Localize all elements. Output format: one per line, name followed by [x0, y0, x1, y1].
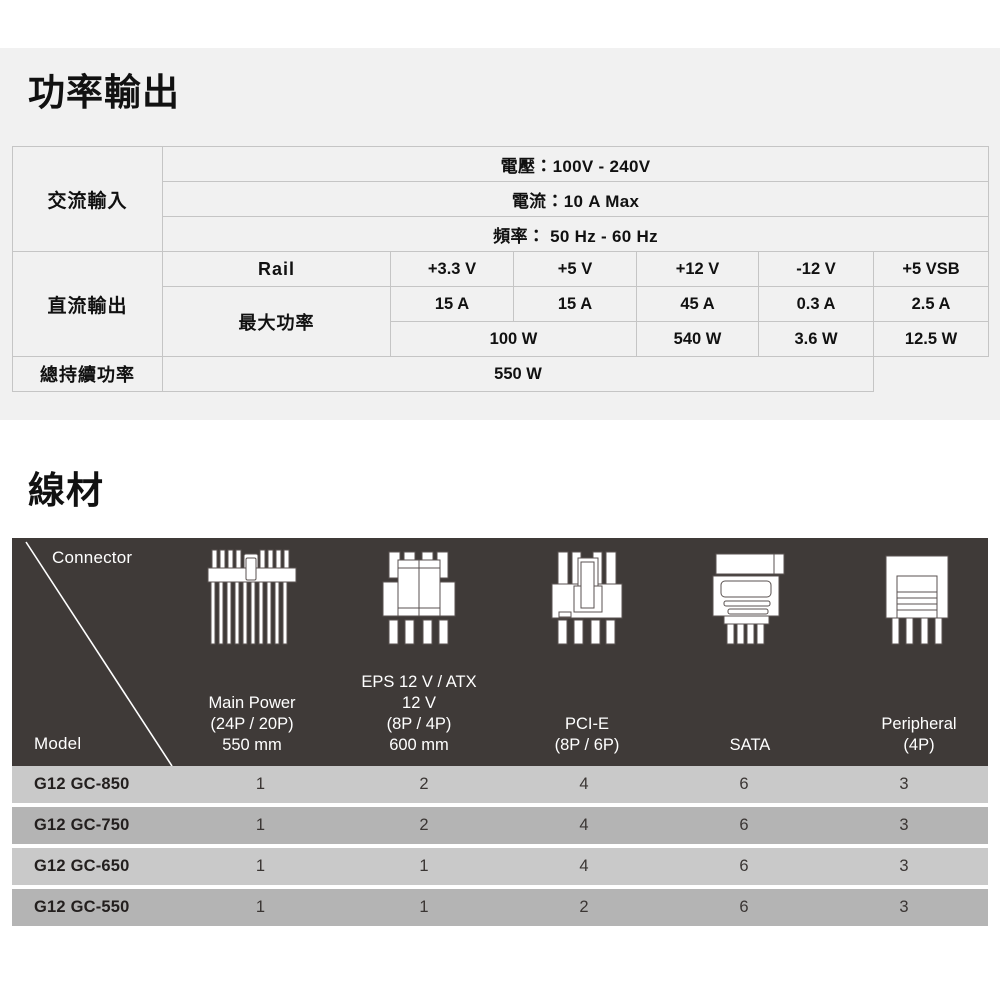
count-eps-atx: 2 — [419, 816, 429, 834]
eps-atx-caption: EPS 12 V / ATX 12 V (8P / 4P) 600 mm — [344, 672, 494, 756]
table-row-ac-current: 電流：10 A Max — [13, 181, 990, 217]
cable-section-title: 線材 — [28, 470, 104, 511]
dc-output-label: 直流輸出 — [12, 251, 163, 357]
watt-neg12v: 3.6 W — [758, 321, 874, 357]
main-power-line-2: (24P / 20P) — [210, 715, 294, 733]
main-power-line-3: 550 mm — [222, 736, 282, 754]
pcie-line-1: PCI-E — [564, 715, 609, 733]
sata-caption: SATA — [675, 735, 825, 756]
rail-5vsb: +5 VSB — [872, 251, 990, 287]
table-row: G12 GC-650 1 1 4 6 3 — [12, 848, 988, 885]
row-divider — [12, 803, 988, 807]
ac-frequency-value: 頻率： 50 Hz - 60 Hz — [161, 216, 990, 252]
count-eps-atx: 2 — [419, 775, 429, 793]
cable-table-header: Connector Model — [12, 538, 988, 766]
count-main-power: 1 — [255, 816, 266, 834]
eps-atx-line-1: EPS 12 V / ATX — [361, 673, 477, 691]
power-output-table: 交流輸入 電壓：100V - 240V 電流：10 A Max 頻率： 50 H… — [12, 146, 990, 392]
column-sata: SATA — [675, 538, 825, 766]
column-pcie: PCI-E (8P / 6P) — [512, 538, 662, 766]
ac-input-label: 交流輸入 — [12, 146, 163, 252]
count-pcie: 2 — [579, 898, 589, 916]
count-peripheral: 3 — [899, 816, 909, 834]
amp-12v: 45 A — [636, 286, 759, 322]
table-row-ac-frequency: 頻率： 50 Hz - 60 Hz — [13, 216, 990, 252]
table-row: G12 GC-750 1 2 4 6 3 — [12, 807, 988, 844]
peripheral-connector-icon — [844, 548, 988, 648]
table-row-ac-voltage: 交流輸入 電壓：100V - 240V — [12, 146, 990, 252]
count-sata: 6 — [739, 857, 749, 875]
count-sata: 6 — [739, 775, 749, 793]
eps-atx-line-3: (8P / 4P) — [386, 715, 452, 733]
rail-neg12v: -12 V — [758, 251, 874, 287]
power-output-section-title: 功率輸出 — [28, 72, 180, 113]
count-sata: 6 — [739, 816, 749, 834]
model-header-label: Model — [34, 734, 82, 753]
pcie-line-2: (8P / 6P) — [554, 736, 620, 754]
count-peripheral: 3 — [899, 857, 909, 875]
watt-5vsb: 12.5 W — [872, 321, 990, 357]
peripheral-caption: Peripheral (4P) — [844, 714, 988, 756]
watt-12v: 540 W — [636, 321, 759, 357]
eps-atx-line-4: 600 mm — [389, 736, 449, 754]
count-sata: 6 — [739, 898, 749, 916]
count-eps-atx: 1 — [419, 898, 429, 916]
peripheral-line-1: Peripheral — [881, 715, 957, 733]
eps-atx-connector-icon — [344, 548, 494, 648]
table-row-rail: 直流輸出 Rail +3.3 V +5 V +12 V -12 V +5 VSB — [12, 251, 990, 357]
table-row-max-amps: 最大功率 15 A 15 A 45 A 0.3 A 2.5 A — [13, 286, 990, 357]
total-continuous-power-value: 550 W — [162, 356, 874, 392]
main-power-line-1: Main Power — [208, 694, 296, 712]
count-main-power: 1 — [255, 898, 266, 916]
ac-voltage-value: 電壓：100V - 240V — [161, 146, 990, 182]
table-row: G12 GC-850 1 2 4 6 3 — [12, 766, 988, 803]
column-peripheral: Peripheral (4P) — [844, 538, 988, 766]
count-main-power: 1 — [255, 775, 266, 793]
count-pcie: 4 — [579, 775, 589, 793]
diagonal-divider-line — [25, 541, 173, 766]
rail-3v3: +3.3 V — [390, 251, 514, 287]
model-name: G12 GC-550 — [34, 898, 130, 916]
count-eps-atx: 1 — [419, 857, 429, 875]
column-eps-atx: EPS 12 V / ATX 12 V (8P / 4P) 600 mm — [344, 538, 494, 766]
sata-line-1: SATA — [729, 736, 771, 754]
eps-atx-line-2: 12 V — [402, 694, 436, 712]
cable-table: Connector Model — [12, 538, 988, 926]
model-name: G12 GC-750 — [34, 816, 130, 834]
table-row-total-power: 總持續功率 550 W — [12, 356, 989, 392]
model-name: G12 GC-650 — [34, 857, 130, 875]
column-main-power: Main Power (24P / 20P) 550 mm — [177, 538, 327, 766]
amp-5v: 15 A — [513, 286, 637, 322]
count-peripheral: 3 — [899, 898, 909, 916]
max-power-label: 最大功率 — [162, 286, 391, 357]
row-divider — [12, 885, 988, 889]
watt-3v3-5v-combined: 100 W — [390, 321, 637, 357]
table-row-max-watts: 100 W 540 W 3.6 W 12.5 W — [13, 321, 990, 357]
row-divider — [12, 844, 988, 848]
pcie-connector-icon — [512, 548, 662, 648]
main-power-caption: Main Power (24P / 20P) 550 mm — [177, 693, 327, 756]
rail-5v: +5 V — [513, 251, 637, 287]
rail-12v: +12 V — [636, 251, 759, 287]
rail-label: Rail — [162, 251, 391, 287]
connector-header-label: Connector — [52, 548, 133, 567]
pcie-caption: PCI-E (8P / 6P) — [512, 714, 662, 756]
count-pcie: 4 — [579, 857, 589, 875]
count-main-power: 1 — [255, 857, 266, 875]
sata-connector-icon — [675, 548, 825, 648]
amp-3v3: 15 A — [390, 286, 514, 322]
amp-neg12v: 0.3 A — [758, 286, 874, 322]
count-peripheral: 3 — [899, 775, 909, 793]
amp-5vsb: 2.5 A — [872, 286, 990, 322]
total-continuous-power-label: 總持續功率 — [12, 356, 163, 392]
cable-table-body: G12 GC-850 1 2 4 6 3 G12 GC-750 1 2 4 6 … — [12, 766, 988, 926]
peripheral-line-2: (4P) — [903, 736, 935, 754]
model-name: G12 GC-850 — [34, 775, 130, 793]
ac-current-value: 電流：10 A Max — [161, 181, 990, 217]
table-row: G12 GC-550 1 1 2 6 3 — [12, 889, 988, 926]
count-pcie: 4 — [579, 816, 589, 834]
main-power-connector-icon — [177, 548, 327, 648]
